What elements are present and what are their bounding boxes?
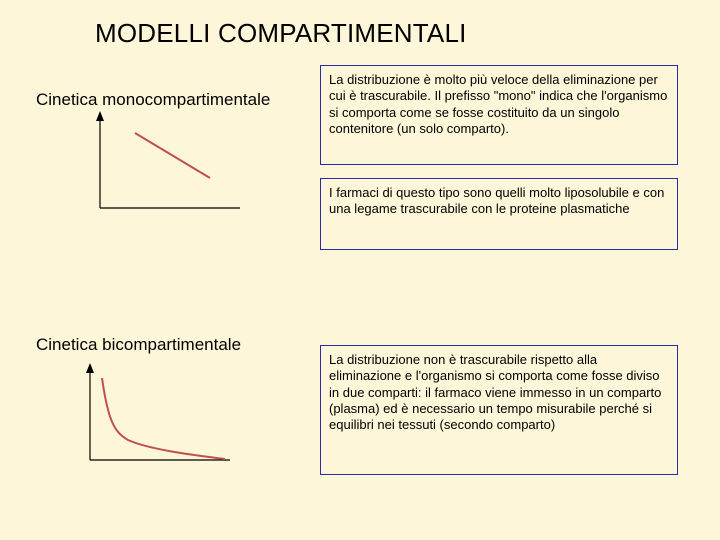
section2-box-a: La distribuzione non è trascurabile risp… bbox=[320, 345, 678, 475]
bi-curve bbox=[102, 378, 225, 459]
slide: MODELLI COMPARTIMENTALI Cinetica monocom… bbox=[0, 0, 720, 540]
mono-graph bbox=[90, 108, 250, 218]
section1-box-b: I farmaci di questo tipo sono quelli mol… bbox=[320, 178, 678, 250]
section1-heading: Cinetica monocompartimentale bbox=[36, 90, 270, 110]
page-title: MODELLI COMPARTIMENTALI bbox=[95, 18, 467, 49]
mono-curve bbox=[135, 133, 210, 178]
bi-graph bbox=[80, 360, 240, 470]
axes bbox=[96, 111, 240, 208]
section2-heading: Cinetica bicompartimentale bbox=[36, 335, 241, 355]
section1-box-a: La distribuzione è molto più veloce dell… bbox=[320, 65, 678, 165]
